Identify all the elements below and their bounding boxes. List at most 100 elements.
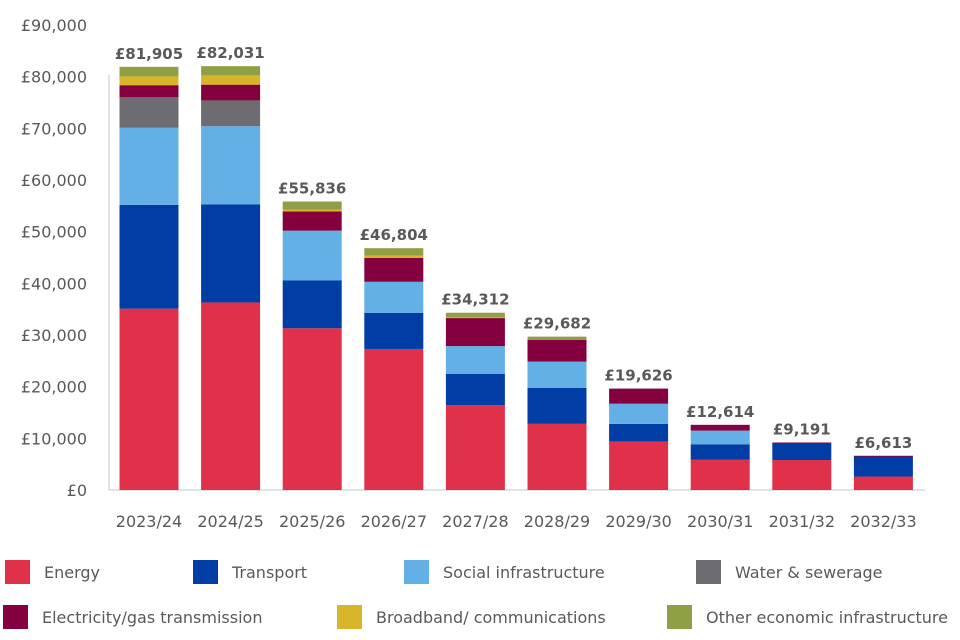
y-axis-ticks: £0 £10,000 £20,000 £30,000 £40,000 £50,000 £60… [21,16,87,500]
bar-stack [690,424,750,490]
x-tick-label: 2026/27 [361,512,427,531]
bar-segment-electricity-gas-transmission [527,339,587,362]
bar-segment-other-economic-infrastructure [445,312,505,318]
bar-segment-energy [119,308,179,490]
bars [119,66,913,490]
legend-swatch [193,560,218,584]
legend-item: Water & sewerage [696,560,882,584]
bar-segment-other-economic-infrastructure [364,248,424,256]
y-tick-label: £20,000 [21,378,87,397]
bar-segment-broadband-communications [282,209,342,212]
legend-label: Broadband/ communications [376,607,606,627]
bar-stack [527,336,587,490]
legend-swatch [696,560,721,584]
bar-segment-other-economic-infrastructure [119,66,179,77]
bar-segment-social-infrastructure [282,230,342,281]
total-label: £55,836 [278,180,346,198]
bar-segment-electricity-gas-transmission [364,258,424,282]
bar-segment-transport [119,204,179,309]
bar-segment-energy [690,459,750,490]
total-label: £81,905 [115,45,183,63]
legend-item: Broadband/ communications [337,605,606,629]
legend-label: Transport [232,562,308,582]
total-label: £19,626 [604,367,672,385]
bar-segment-other-economic-infrastructure [282,201,342,210]
bar-segment-social-infrastructure [690,430,750,445]
bar-segment-electricity-gas-transmission [282,211,342,231]
x-tick-label: 2030/31 [687,512,753,531]
total-label: £29,682 [523,315,591,333]
bar-stack [282,201,342,490]
bar-segment-energy [201,302,261,490]
bar-segment-water-sewerage [119,97,179,128]
x-tick-label: 2023/24 [116,512,182,531]
x-tick-label: 2024/25 [197,512,263,531]
legend-item: Energy [5,560,100,584]
bar-segment-electricity-gas-transmission [119,85,179,98]
bar-segment-transport [364,312,424,349]
y-tick-label: £0 [67,481,87,500]
x-tick-label: 2029/30 [605,512,671,531]
bar-segment-transport [282,280,342,329]
bar-stack [853,455,913,490]
bar-segment-transport [609,423,669,442]
x-tick-label: 2032/33 [850,512,916,531]
y-tick-label: £60,000 [21,171,87,190]
bar-segment-water-sewerage [201,100,261,127]
bar-segment-transport [772,443,832,461]
y-tick-label: £10,000 [21,429,87,448]
bar-segment-electricity-gas-transmission [445,317,505,347]
bar-stack [201,66,261,490]
legend-swatch [337,605,362,629]
stacked-bar-chart: £0 £10,000 £20,000 £30,000 £40,000 £50,000 £60… [21,16,925,531]
bar-segment-transport [690,444,750,460]
total-label: £82,031 [196,44,264,62]
legend-item: Electricity/gas transmission [3,605,262,629]
y-tick-label: £90,000 [21,16,87,35]
bar-segment-electricity-gas-transmission [201,84,261,101]
bar-segment-broadband-communications [119,76,179,86]
legend-label: Other economic infrastructure [706,607,948,627]
legend-label: Electricity/gas transmission [42,607,263,627]
bar-segment-energy [609,441,669,490]
x-tick-label: 2028/29 [524,512,590,531]
total-label: £34,312 [441,291,509,309]
total-label: £9,191 [773,421,831,439]
total-label: £46,804 [360,226,428,244]
legend-swatch [404,560,429,584]
legend-label: Social infrastructure [443,562,605,582]
bar-segment-energy [282,328,342,490]
bar-segment-energy [445,405,505,490]
bar-segment-social-infrastructure [201,126,261,205]
legend-swatch [667,605,692,629]
bar-segment-energy [853,476,913,490]
bar-segment-electricity-gas-transmission [609,388,669,404]
bar-segment-electricity-gas-transmission [772,442,832,444]
bar-segment-electricity-gas-transmission [853,455,913,457]
bar-segment-broadband-communications [364,255,424,259]
y-tick-label: £30,000 [21,326,87,345]
x-tick-label: 2031/32 [769,512,835,531]
legend-item: Social infrastructure [404,560,605,584]
bar-stack [772,442,832,490]
bar-segment-energy [772,460,832,490]
total-label: £6,613 [854,434,912,452]
bar-stack [445,312,505,490]
bar-segment-transport [201,204,261,303]
bar-segment-other-economic-infrastructure [527,336,587,340]
bar-stack [119,66,179,490]
bar-segment-broadband-communications [201,75,261,85]
legend: Energy Transport Social infrastructure Wate… [0,548,960,640]
y-tick-label: £70,000 [21,119,87,138]
bar-segment-social-infrastructure [527,361,587,388]
total-labels: £81,905 £82,031 £55,836 £46,804 £34,312 £29,6… [115,44,913,452]
x-tick-label: 2027/28 [442,512,508,531]
total-label: £12,614 [686,403,754,421]
bar-segment-transport [527,387,587,424]
bar-segment-transport [445,373,505,406]
bar-segment-social-infrastructure [445,346,505,374]
bar-segment-transport [853,455,913,477]
legend-item: Other economic infrastructure [667,605,948,629]
legend-swatch [5,560,30,584]
bar-stack [609,388,669,490]
